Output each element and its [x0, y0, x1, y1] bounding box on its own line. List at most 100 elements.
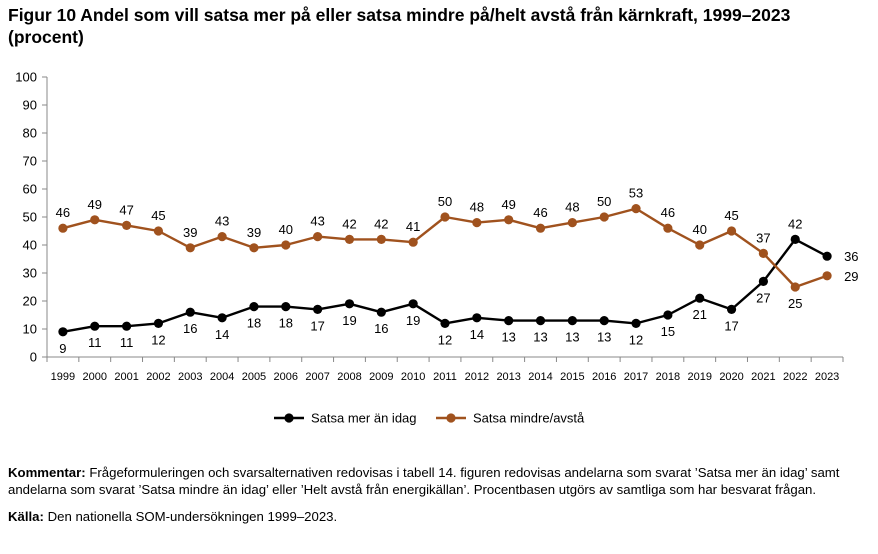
x-tick-label: 2005 — [242, 371, 266, 383]
y-tick-label: 100 — [15, 70, 37, 85]
data-point — [791, 235, 800, 244]
data-label: 14 — [215, 327, 229, 342]
data-label: 29 — [844, 269, 858, 284]
data-point — [600, 212, 609, 221]
data-label: 36 — [844, 249, 858, 264]
data-point — [822, 271, 831, 280]
data-point — [281, 302, 290, 311]
data-point — [377, 308, 386, 317]
series-line — [63, 239, 827, 331]
data-label: 11 — [88, 335, 102, 350]
data-point — [218, 232, 227, 241]
x-tick-label: 1999 — [51, 371, 75, 383]
data-point — [90, 215, 99, 224]
data-label: 18 — [279, 316, 293, 331]
data-label: 17 — [724, 318, 738, 333]
legend-label: Satsa mindre/avstå — [473, 411, 585, 426]
chart-title: Figur 10 Andel som vill satsa mer på ell… — [8, 4, 870, 48]
x-tick-label: 2020 — [719, 371, 743, 383]
data-point — [504, 215, 513, 224]
x-tick-label: 2007 — [305, 371, 329, 383]
data-label: 13 — [501, 330, 515, 345]
x-tick-label: 2004 — [210, 371, 234, 383]
x-tick-label: 2022 — [783, 371, 807, 383]
x-tick-label: 2014 — [528, 371, 552, 383]
data-point — [440, 319, 449, 328]
data-point — [663, 310, 672, 319]
data-label: 13 — [565, 330, 579, 345]
data-point — [727, 305, 736, 314]
legend-marker — [284, 413, 293, 422]
data-point — [281, 240, 290, 249]
data-point — [249, 302, 258, 311]
data-label: 43 — [215, 214, 229, 229]
data-point — [727, 226, 736, 235]
data-point — [218, 313, 227, 322]
legend-label: Satsa mer än idag — [311, 411, 417, 426]
x-tick-label: 2023 — [815, 371, 839, 383]
data-label: 14 — [470, 327, 484, 342]
data-point — [409, 299, 418, 308]
y-tick-label: 50 — [23, 210, 37, 225]
data-point — [568, 218, 577, 227]
x-tick-label: 2012 — [465, 371, 489, 383]
data-point — [695, 240, 704, 249]
data-label: 37 — [756, 230, 770, 245]
chart-notes: Kommentar: Frågeformuleringen och svarsa… — [8, 464, 870, 535]
x-tick-label: 2000 — [83, 371, 107, 383]
data-label: 21 — [692, 307, 706, 322]
data-label: 13 — [597, 330, 611, 345]
data-point — [345, 235, 354, 244]
data-label: 42 — [788, 216, 802, 231]
data-label: 12 — [151, 332, 165, 347]
data-label: 46 — [533, 205, 547, 220]
data-label: 12 — [629, 332, 643, 347]
data-point — [791, 282, 800, 291]
line-chart: 0 10 20 30 40 50 60 70 80 90 100 1999 2000 2001 2002 20… — [0, 60, 878, 455]
x-tick-label: 2010 — [401, 371, 425, 383]
data-label: 16 — [183, 321, 197, 336]
data-point — [822, 252, 831, 261]
data-point — [345, 299, 354, 308]
comment-label: Kommentar: — [8, 465, 86, 480]
x-tick-label: 2009 — [369, 371, 393, 383]
data-point — [600, 316, 609, 325]
data-point — [409, 238, 418, 247]
chart-legend: Satsa mer än idag Satsa mindre/avstå — [274, 411, 585, 426]
data-label: 12 — [438, 332, 452, 347]
y-tick-label: 80 — [23, 126, 37, 141]
data-point — [90, 322, 99, 331]
legend-marker — [446, 413, 455, 422]
data-point — [154, 226, 163, 235]
x-tick-label: 2016 — [592, 371, 616, 383]
data-label: 15 — [661, 324, 675, 339]
data-label: 41 — [406, 219, 420, 234]
data-label: 47 — [119, 202, 133, 217]
x-tick-label: 2006 — [274, 371, 298, 383]
x-tick-label: 2021 — [751, 371, 775, 383]
data-point — [154, 319, 163, 328]
data-point — [536, 316, 545, 325]
data-label: 17 — [310, 318, 324, 333]
x-tick-label: 2019 — [687, 371, 711, 383]
data-point — [377, 235, 386, 244]
data-point — [568, 316, 577, 325]
y-tick-label: 60 — [23, 182, 37, 197]
data-point — [631, 319, 640, 328]
data-point — [122, 221, 131, 230]
data-label: 11 — [120, 335, 134, 350]
data-point — [504, 316, 513, 325]
data-point — [186, 308, 195, 317]
data-point — [695, 294, 704, 303]
data-label: 45 — [724, 208, 738, 223]
data-label: 42 — [342, 216, 356, 231]
x-tick-label: 2017 — [624, 371, 648, 383]
data-label: 39 — [183, 225, 197, 240]
data-label: 48 — [565, 200, 579, 215]
x-tick-label: 2018 — [656, 371, 680, 383]
data-point — [663, 224, 672, 233]
data-label: 49 — [501, 197, 515, 212]
data-point — [759, 249, 768, 258]
data-point — [536, 224, 545, 233]
x-tick-label: 2011 — [433, 371, 457, 383]
